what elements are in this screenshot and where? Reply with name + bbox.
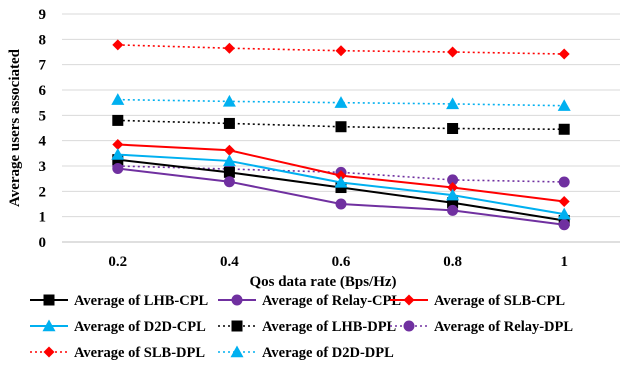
plot-series (111, 39, 570, 230)
legend-label: Average of Relay-CPL (262, 293, 401, 309)
x-tick-label: 0.4 (220, 254, 239, 270)
x-tick-label: 1 (560, 254, 568, 270)
data-point (224, 118, 235, 129)
legend-item: Average of LHB-DPL (218, 319, 397, 335)
y-tick-label: 0 (39, 235, 47, 251)
data-point (336, 121, 347, 132)
data-point (111, 93, 124, 105)
data-point (447, 205, 458, 216)
x-tick-label: 0.8 (443, 254, 462, 270)
series-average-of-lhb-cpl (112, 154, 569, 226)
data-point (336, 45, 347, 56)
data-point (224, 145, 235, 156)
data-point (559, 49, 570, 60)
x-tick-label: 0.6 (332, 254, 351, 270)
legend-item: Average of SLB-CPL (390, 293, 565, 309)
legend-label: Average of LHB-CPL (74, 293, 209, 309)
y-axis-title: Average users associated (7, 48, 23, 207)
legend-item: Average of LHB-CPL (30, 293, 209, 309)
data-point (559, 124, 570, 135)
y-tick-label: 6 (39, 83, 47, 99)
series-average-of-slb-dpl (112, 39, 569, 59)
data-point (559, 176, 570, 187)
data-point (336, 199, 347, 210)
legend-item: Average of D2D-DPL (218, 345, 394, 361)
legend-label: Average of Relay-DPL (434, 319, 573, 335)
data-point (112, 39, 123, 50)
legend-label: Average of LHB-DPL (262, 319, 397, 335)
y-tick-label: 4 (39, 134, 47, 150)
legend-marker (231, 346, 244, 358)
data-point (447, 47, 458, 58)
legend-label: Average of SLB-DPL (74, 345, 205, 361)
legend-item: Average of D2D-CPL (30, 319, 206, 335)
data-point (335, 96, 348, 108)
x-tick-label: 0.2 (108, 254, 127, 270)
legend-label: Average of SLB-CPL (434, 293, 565, 309)
data-point (224, 167, 235, 178)
y-tick-label: 9 (39, 7, 47, 23)
series-average-of-lhb-dpl (112, 115, 569, 135)
legend-marker (44, 347, 55, 358)
legend-label: Average of D2D-CPL (74, 319, 206, 335)
series-average-of-d2d-dpl (111, 93, 570, 111)
data-point (224, 43, 235, 54)
legend-label: Average of D2D-DPL (262, 345, 394, 361)
y-tick-label: 8 (39, 32, 47, 48)
x-axis-title: Qos data rate (Bps/Hz) (249, 274, 396, 290)
data-point (112, 115, 123, 126)
y-tick-label: 1 (39, 210, 47, 226)
legend-marker (232, 295, 243, 306)
legend-marker (44, 295, 55, 306)
data-point (559, 219, 570, 230)
legend-marker (404, 321, 415, 332)
data-point (447, 123, 458, 134)
y-tick-label: 3 (39, 159, 47, 175)
legend-item: Average of Relay-DPL (390, 319, 573, 335)
y-tick-label: 2 (39, 184, 47, 200)
legend-marker (232, 321, 243, 332)
series-average-of-slb-cpl (112, 139, 569, 207)
y-tick-label: 5 (39, 108, 47, 124)
data-point (224, 176, 235, 187)
legend-item: Average of Relay-CPL (218, 293, 401, 309)
legend: Average of LHB-CPL Average of Relay-CPL Av… (30, 293, 573, 361)
legend-marker (404, 295, 415, 306)
data-point (112, 163, 123, 174)
legend-item: Average of SLB-DPL (30, 345, 205, 361)
y-tick-label: 7 (39, 58, 47, 74)
data-point (559, 196, 570, 207)
